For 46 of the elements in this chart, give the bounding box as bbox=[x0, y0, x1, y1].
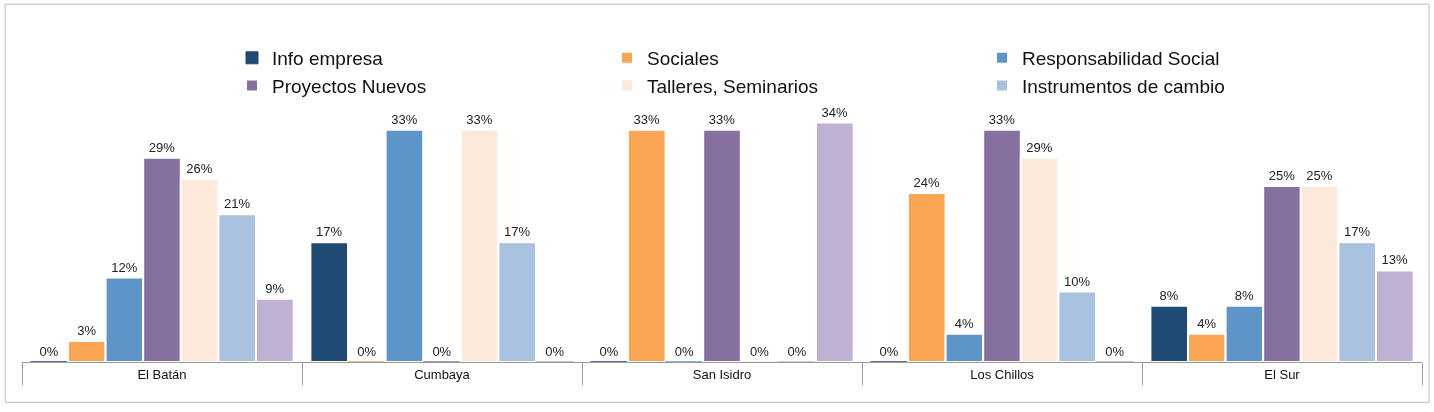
data-label: 29% bbox=[1026, 139, 1053, 155]
data-label: 0% bbox=[357, 344, 377, 359]
legend-label: Proyectos Nuevos bbox=[272, 75, 427, 97]
data-label: 0% bbox=[432, 344, 452, 359]
data-label: 13% bbox=[1381, 252, 1409, 268]
x-tick-label: Cumbaya bbox=[414, 366, 471, 382]
data-label: 0% bbox=[674, 344, 695, 359]
x-tick-label: San Isidro bbox=[692, 366, 752, 382]
data-label: 4% bbox=[1197, 315, 1217, 331]
legend-label: Instrumentos de cambio bbox=[1022, 75, 1225, 97]
data-label: 34% bbox=[821, 104, 849, 120]
data-label: 0% bbox=[787, 344, 807, 359]
data-label: 0% bbox=[1105, 344, 1125, 359]
data-label: 24% bbox=[913, 175, 941, 191]
data-label: 33% bbox=[391, 111, 418, 127]
data-label: 8% bbox=[1159, 287, 1179, 303]
data-label: 0% bbox=[39, 344, 59, 359]
data-label: 0% bbox=[879, 344, 899, 359]
data-label: 17% bbox=[1343, 224, 1371, 240]
data-label: 33% bbox=[633, 111, 661, 127]
data-label: 33% bbox=[466, 111, 493, 127]
data-label: 0% bbox=[545, 344, 565, 359]
data-label: 0% bbox=[599, 344, 619, 359]
data-label: 33% bbox=[988, 111, 1016, 127]
legend-label: Info empresa bbox=[272, 48, 384, 70]
legend-label: Talleres, Seminarios bbox=[647, 75, 819, 97]
data-label: 17% bbox=[315, 224, 343, 240]
data-label: 8% bbox=[1234, 287, 1255, 303]
data-label: 9% bbox=[265, 280, 285, 296]
data-label: 25% bbox=[1268, 167, 1296, 183]
data-label: 3% bbox=[77, 322, 97, 338]
data-label: 33% bbox=[708, 111, 736, 127]
legend-label: Responsabilidad Social bbox=[1022, 48, 1220, 70]
x-tick-label: Los Chillos bbox=[970, 366, 1035, 382]
x-tick-label: El Sur bbox=[1264, 366, 1301, 382]
data-label: 17% bbox=[503, 224, 531, 240]
data-label: 26% bbox=[186, 160, 213, 176]
x-tick-label: El Batán bbox=[137, 366, 187, 382]
data-label: 12% bbox=[111, 259, 138, 275]
legend-label: Sociales bbox=[647, 48, 719, 70]
data-label: 29% bbox=[148, 139, 176, 155]
data-label: 4% bbox=[954, 315, 975, 331]
data-label: 10% bbox=[1063, 273, 1091, 289]
data-label: 25% bbox=[1306, 167, 1333, 183]
data-label: 0% bbox=[749, 344, 770, 359]
data-label: 21% bbox=[223, 196, 251, 212]
